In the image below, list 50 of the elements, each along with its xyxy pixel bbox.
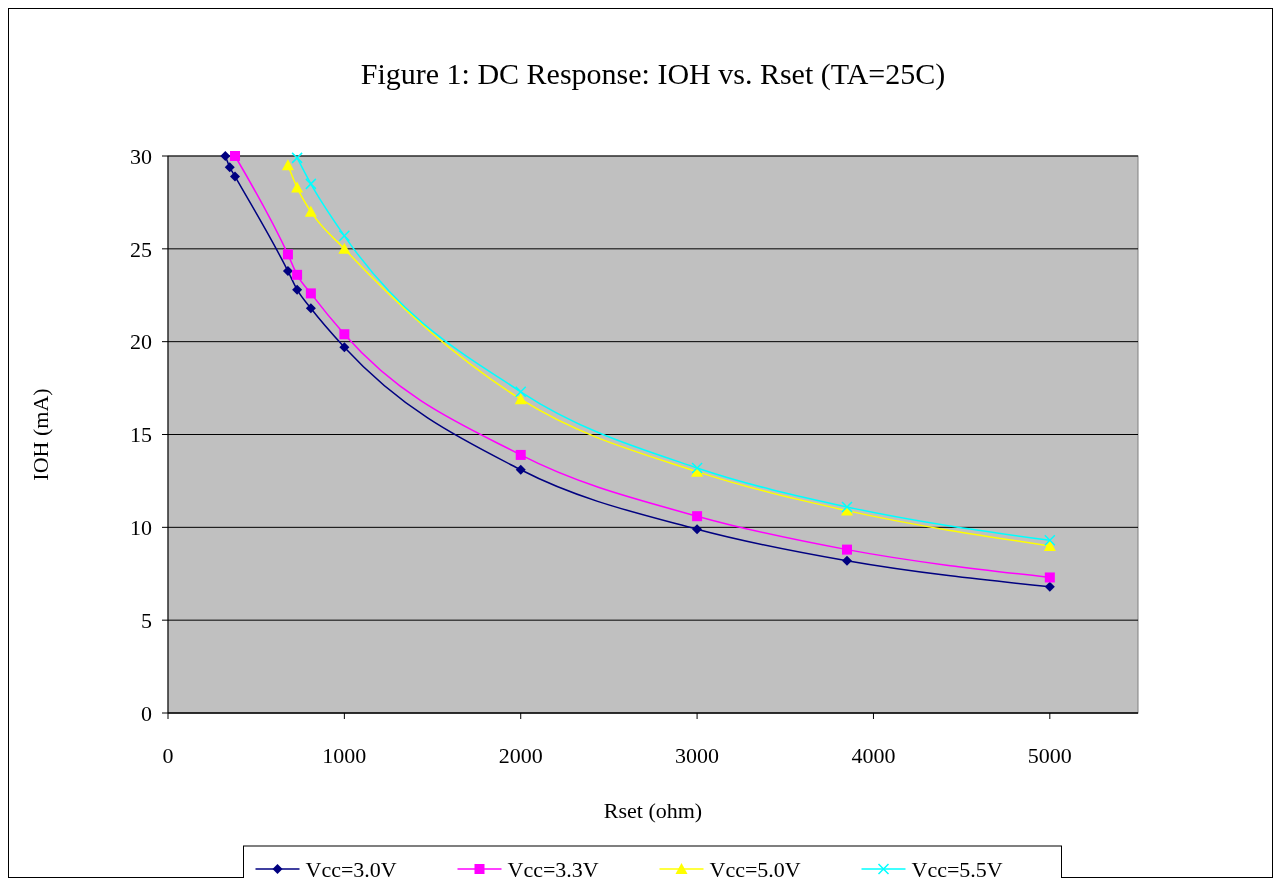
point [304, 205, 317, 217]
x-tick-label: 1000 [322, 743, 367, 768]
point [1044, 572, 1055, 583]
point [514, 393, 527, 405]
point [338, 242, 351, 254]
point [842, 544, 852, 555]
point [339, 329, 350, 340]
point [1044, 581, 1055, 592]
point [515, 449, 526, 460]
point [292, 269, 303, 280]
y-tick-label: 15 [130, 422, 152, 448]
x-tick-label: 4000 [851, 743, 896, 768]
y-tick-label: 30 [130, 143, 152, 169]
point [692, 524, 703, 535]
point [230, 171, 241, 182]
y-tick-label: 0 [141, 700, 152, 726]
point [692, 511, 703, 522]
point [282, 266, 293, 277]
point [220, 151, 231, 161]
legend-label: Vcc=3.0V [305, 856, 397, 882]
chart-title: Figure 1: DC Response: IOH vs. Rset (TA=25C) [360, 57, 946, 91]
point [514, 386, 527, 398]
point [305, 178, 317, 190]
legend-label: Vcc=5.5V [911, 856, 1003, 882]
point [282, 249, 293, 260]
legend-label: Vcc=5.0V [709, 856, 801, 882]
point [339, 342, 350, 353]
point [281, 159, 294, 171]
x-tick-label: 2000 [498, 743, 543, 768]
y-axis-title: IOH (mA) [28, 388, 53, 481]
x-tick-label: 5000 [1027, 743, 1072, 768]
y-tick-label: 20 [130, 329, 152, 355]
point [1044, 534, 1056, 547]
point [291, 152, 303, 164]
point [305, 288, 316, 299]
legend-label: Vcc=3.3V [507, 856, 599, 882]
point [230, 151, 241, 161]
x-tick-label: 0 [162, 743, 174, 768]
point [305, 303, 316, 314]
y-tick-label: 25 [130, 236, 152, 262]
point [292, 284, 303, 295]
point [224, 162, 235, 173]
point [842, 555, 852, 566]
point [515, 464, 526, 475]
x-axis-title: Rset (ohm) [603, 798, 703, 823]
y-tick-label: 5 [141, 607, 152, 633]
point [291, 181, 304, 193]
x-tick-label: 3000 [675, 743, 720, 768]
y-tick-label: 10 [130, 515, 152, 541]
point [338, 230, 351, 242]
